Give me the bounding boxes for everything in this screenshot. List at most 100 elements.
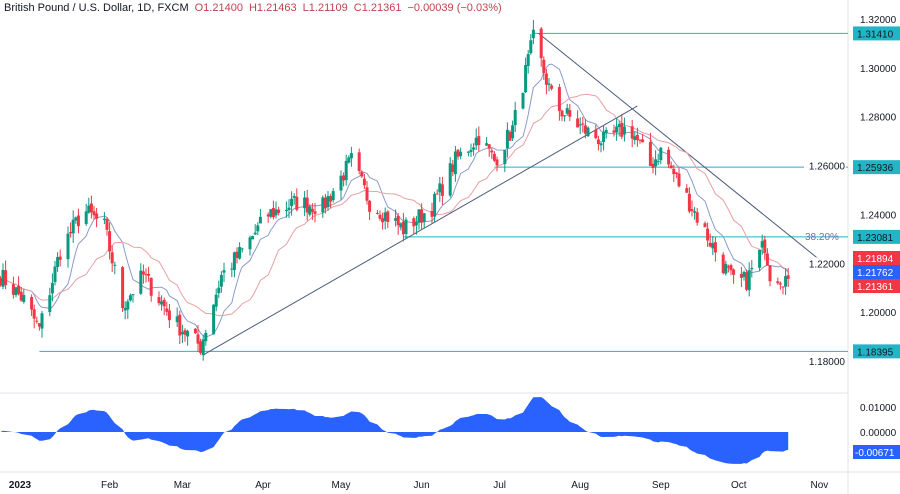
candle-body [651,163,655,169]
x-tick-label: Oct [731,480,747,491]
y-tick-label-bg [804,159,846,172]
candle-body [11,284,15,295]
candle-body [222,270,226,273]
candle-body [110,252,114,264]
price-badge-label: 1.21762 [857,268,894,279]
candle-body [175,316,179,323]
candle-body [469,149,473,153]
candle-body [544,73,548,85]
candle-body [695,212,699,223]
candle-body [726,266,730,268]
level-badge-label: 1.23081 [857,233,894,244]
candle-body [128,295,132,301]
candle-body [58,256,62,260]
x-tick-label: Jun [414,480,430,491]
candle-body [87,205,91,213]
candle-body [74,217,78,221]
candle-body [622,126,626,135]
candle-body [193,328,197,334]
candle-body [165,308,169,312]
candle-body [37,323,41,327]
candle-body [95,213,99,219]
candle-body [763,239,767,253]
oscillator-badge-label: -0.00671 [855,448,895,459]
x-tick-label: May [332,480,351,491]
candle-body [667,149,671,165]
x-tick-label: Mar [174,480,192,491]
candle-body [677,173,681,187]
y-tick-label: 1.28000 [860,113,897,124]
y-tick-label: 1.18000 [809,357,846,368]
candle-body [487,144,491,149]
candle-body [295,196,299,210]
oscillator-y-tick: 0.00000 [860,428,897,439]
candle-body [199,341,203,353]
candle-body [560,110,564,117]
candle-body [742,271,746,277]
candle-body [472,147,476,150]
oscillator-y-tick: 0.01000 [860,403,897,414]
candle-body [495,159,499,166]
candle-body [648,141,652,166]
candle-body [378,214,382,219]
level-badge-label: 1.25936 [857,163,894,174]
candle-body [212,304,216,335]
candle-body [786,275,790,279]
candle-body [659,147,663,161]
candle-body [269,209,273,217]
candle-body [586,127,590,137]
candle-body [635,134,639,141]
candle-body [404,219,408,234]
candle-body [693,211,697,213]
moving-average-line [0,63,789,338]
candle-body [604,130,608,134]
candle-body [453,151,457,175]
candle-body [656,161,660,163]
candle-body [162,299,166,307]
candle-body [92,211,96,216]
x-tick-label: Jul [493,480,506,491]
candle-body [399,223,403,228]
candle-body [708,242,712,247]
candle-body [292,195,296,198]
candle-body [466,151,470,153]
candle-body [232,252,236,271]
candle-body [141,271,145,275]
candle-body [178,314,182,336]
y-tick-label: 1.24000 [860,210,897,221]
candle-body [539,28,543,59]
candle-body [238,247,242,259]
candle-body [615,126,619,133]
candle-body [760,241,764,248]
candle-body [240,248,244,250]
candle-body [284,209,288,212]
candle-body [633,136,637,141]
candle-body [69,231,73,234]
candle-body [654,159,658,167]
candle-body [599,143,603,146]
chart-title: British Pound / U.S. Dollar, 1D, FXCM O1.… [4,2,502,14]
candle-body [524,64,528,93]
candle-body [71,219,75,234]
x-tick-label: Aug [571,480,589,491]
candle-body [253,232,257,235]
candle-body [596,139,600,144]
level-badge-label: 1.18395 [857,347,894,358]
y-tick-label-bg [804,355,846,368]
candle-body [201,339,205,356]
candle-body [342,175,346,181]
candle-body [765,253,769,266]
level-badge-label: 1.31410 [857,29,894,40]
price-badge-label: 1.21361 [857,282,894,293]
candle-body [417,209,421,223]
candle-body [781,286,785,288]
candle-body [451,164,455,172]
candle-body [219,274,223,287]
moving-average-line [0,93,789,317]
candle-body [266,214,270,217]
candle-body [258,216,262,224]
candle-body [383,212,387,221]
candle-body [235,251,239,259]
